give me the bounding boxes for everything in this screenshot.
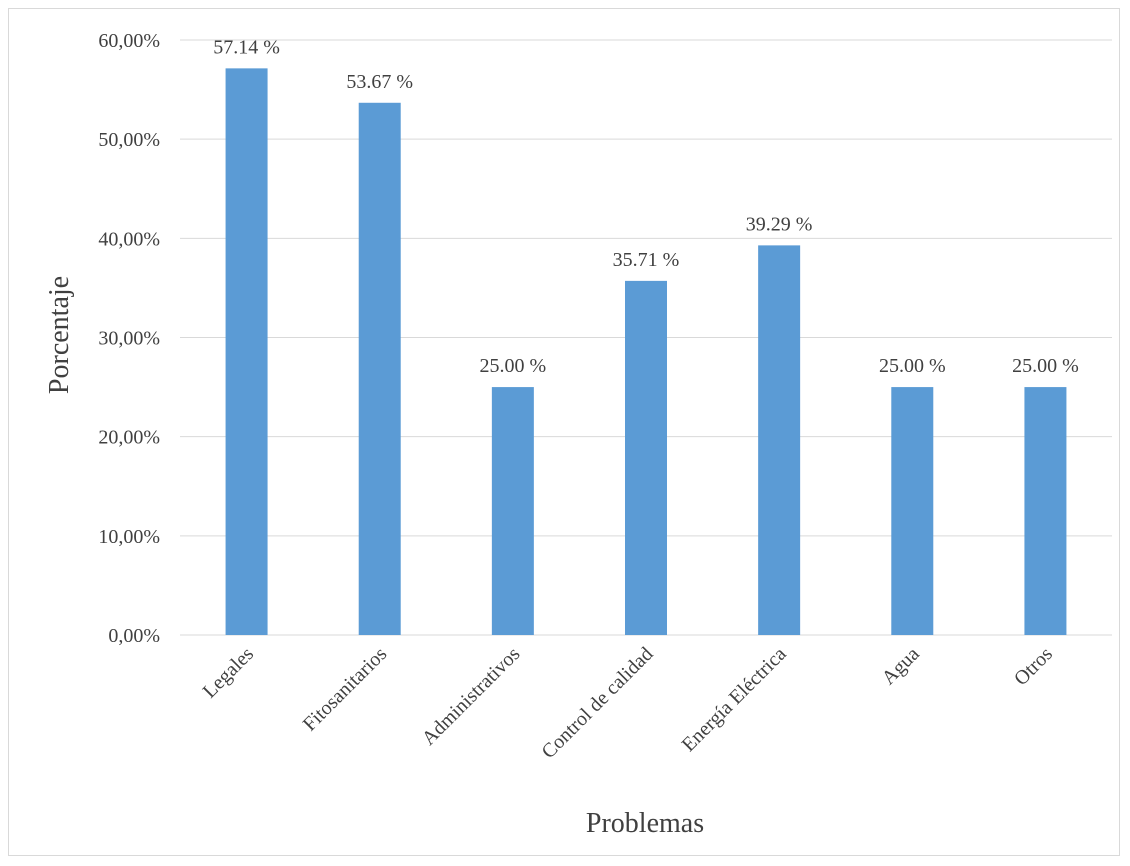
y-tick-label: 20,00% — [98, 427, 160, 449]
y-axis-title: Porcentaje — [44, 276, 75, 394]
bar — [491, 387, 534, 635]
y-tick-label: 40,00% — [98, 228, 160, 250]
data-label: 53.67 % — [346, 71, 413, 93]
y-tick-label: 10,00% — [98, 526, 160, 548]
data-label: 25.00 % — [879, 355, 946, 377]
data-label: 57.14 % — [213, 36, 280, 58]
x-tick-label: Otros — [1010, 643, 1057, 690]
y-axis-ticks: 0,00% 10,00% 20,00% 30,00% 40,00% 50,00% 60,00… — [98, 30, 160, 647]
bar — [625, 280, 667, 635]
data-label: 25.00 % — [480, 355, 547, 377]
y-tick-label: 30,00% — [98, 328, 160, 350]
x-axis-title: Problemas — [586, 808, 704, 839]
bar — [1024, 387, 1067, 635]
bar — [758, 245, 801, 636]
x-axis-ticks: Legales Fitosanitarios Administrativos Cont… — [199, 643, 1058, 763]
gridlines — [180, 39, 1112, 636]
y-tick-label: 50,00% — [98, 129, 160, 151]
y-tick-label: 60,00% — [98, 30, 160, 52]
x-tick-label: Energía Eléctrica — [678, 643, 791, 756]
x-tick-label: Legales — [199, 643, 259, 703]
y-tick-label: 0,00% — [108, 625, 160, 647]
data-label: 39.29 % — [746, 213, 813, 235]
bar — [225, 68, 268, 635]
data-label: 35.71 % — [613, 249, 680, 271]
bar — [358, 102, 401, 635]
data-label: 25.00 % — [1012, 355, 1079, 377]
chart-frame — [8, 8, 1120, 856]
bar — [891, 387, 934, 635]
data-labels: 57.14 % 53.67 % 25.00 % 35.71 % 39.29 % 25.00… — [213, 36, 1079, 377]
bars — [225, 68, 1067, 636]
x-tick-label: Fitosanitarios — [299, 643, 392, 736]
x-tick-label: Agua — [878, 643, 924, 689]
x-tick-label: Administrativos — [418, 643, 525, 750]
x-tick-label: Control de calidad — [538, 643, 658, 763]
